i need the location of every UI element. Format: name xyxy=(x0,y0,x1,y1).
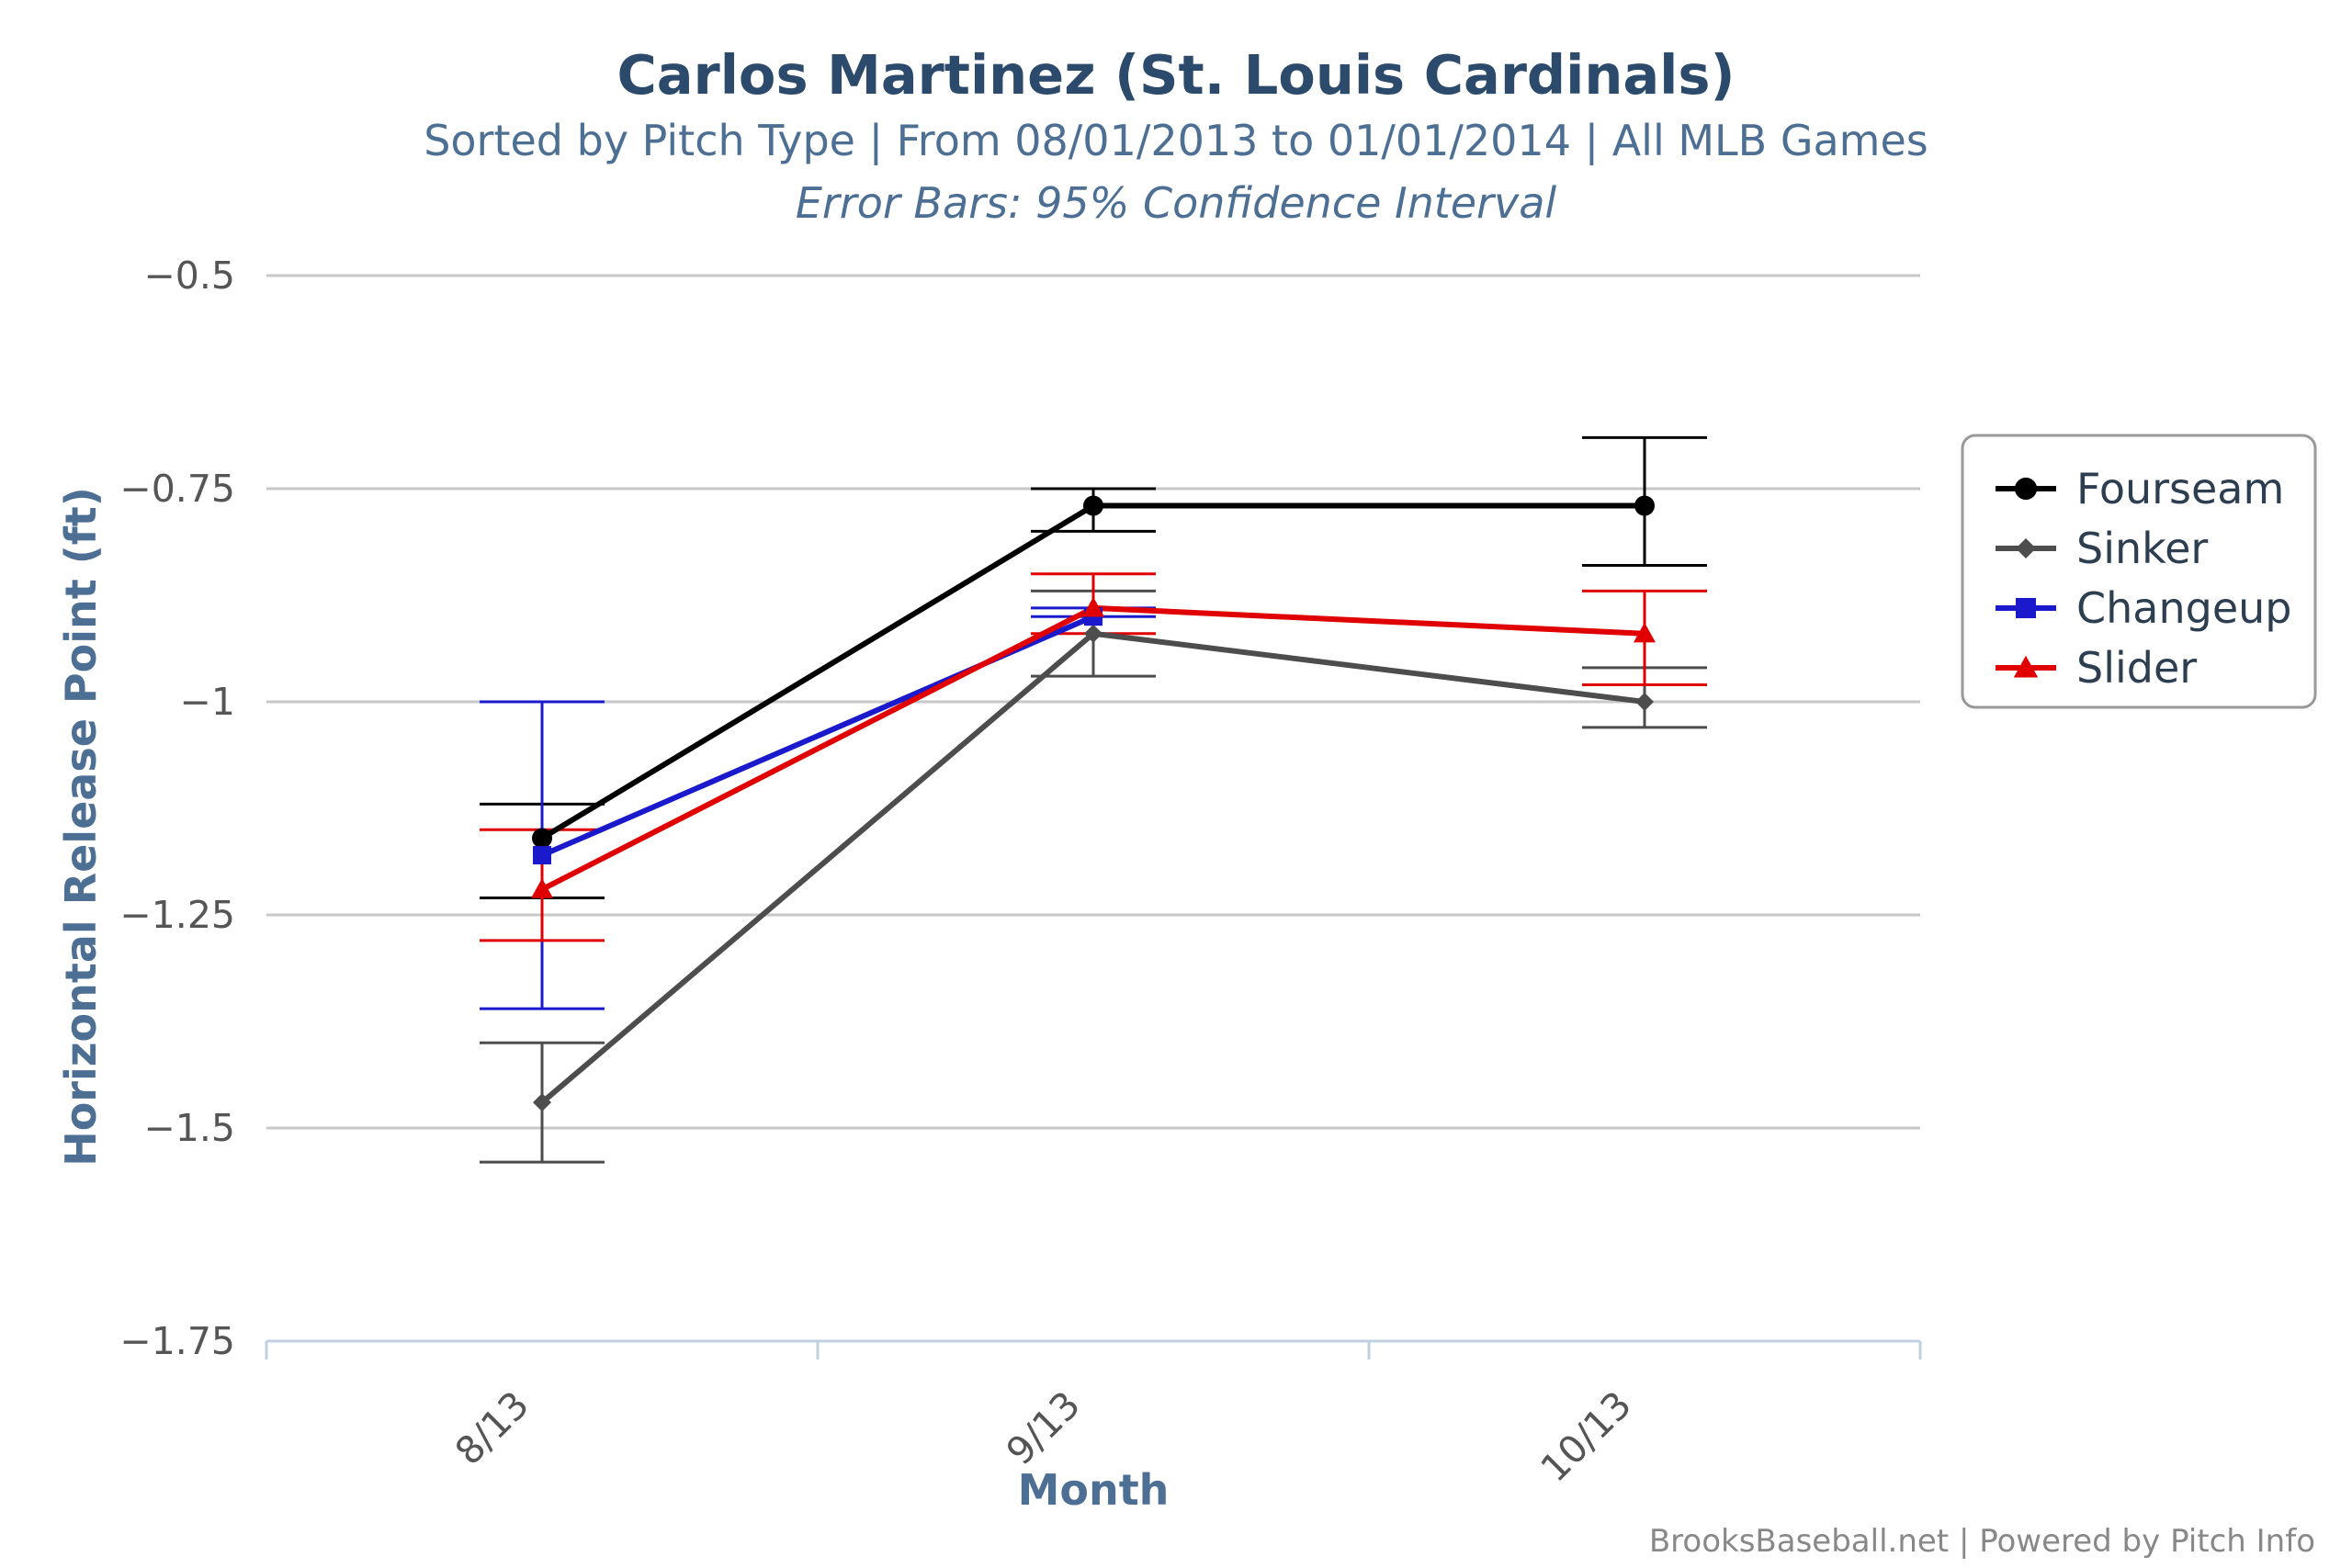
chart-title: Carlos Martinez (St. Louis Cardinals) xyxy=(617,43,1736,107)
data-point-fourseam xyxy=(1634,495,1655,516)
y-tick-label: −0.75 xyxy=(119,467,235,511)
legend-label: Sinker xyxy=(2076,524,2208,573)
y-tick-label: −1.5 xyxy=(143,1106,235,1150)
y-tick-label: −1.75 xyxy=(119,1319,235,1363)
legend-box xyxy=(1961,434,2317,709)
data-point-slider xyxy=(1082,596,1104,617)
legend: Fourseam Sinker Changeup Slider xyxy=(1961,434,2317,709)
y-tick-label: −0.5 xyxy=(143,254,235,298)
legend-label: Fourseam xyxy=(2076,464,2284,513)
legend-item-sinker: Sinker xyxy=(1996,524,2208,573)
data-point-sinker xyxy=(533,1093,551,1112)
data-point-changeup xyxy=(533,846,551,865)
y-axis-title: Horizontal Release Point (ft) xyxy=(56,487,106,1167)
data-point-slider xyxy=(1634,622,1656,643)
legend-items: Fourseam Sinker Changeup Slider xyxy=(1996,464,2291,693)
legend-label: Changeup xyxy=(2076,583,2291,633)
axes: −0.5 −0.75 −1 −1.25 −1.5 −1.75 8/13 9/13 10/13 xyxy=(119,254,1922,1491)
y-tick-label: −1.25 xyxy=(119,893,235,937)
legend-item-fourseam: Fourseam xyxy=(1996,464,2284,513)
legend-marker xyxy=(2014,477,2038,501)
legend-item-slider: Slider xyxy=(1996,643,2197,693)
data-point-sinker xyxy=(1084,624,1102,643)
chart-subtitle: Sorted by Pitch Type | From 08/01/2013 t… xyxy=(424,116,1928,166)
data-point-sinker xyxy=(1635,693,1654,711)
legend-marker xyxy=(2016,538,2036,558)
x-tick-label: 10/13 xyxy=(1532,1382,1640,1490)
legend-marker xyxy=(2013,655,2039,678)
x-tick-label: 8/13 xyxy=(447,1382,537,1473)
legend-marker xyxy=(2016,598,2036,618)
series-markers xyxy=(531,495,1656,1112)
x-axis-title: Month xyxy=(1018,1465,1170,1515)
chart-credits: BrooksBaseball.net | Powered by Pitch In… xyxy=(1649,1523,2315,1560)
data-point-slider xyxy=(531,878,553,898)
legend-item-changeup: Changeup xyxy=(1996,583,2291,633)
chart-subtitle-error-bars: Error Bars: 95% Confidence Interval xyxy=(796,178,1557,228)
x-tick-label: 9/13 xyxy=(998,1382,1089,1473)
y-tick-label: −1 xyxy=(180,680,235,724)
data-point-fourseam xyxy=(1083,495,1103,516)
data-point-fourseam xyxy=(532,828,552,849)
series-line-sinker xyxy=(539,630,1647,1106)
legend-label: Slider xyxy=(2076,643,2197,693)
